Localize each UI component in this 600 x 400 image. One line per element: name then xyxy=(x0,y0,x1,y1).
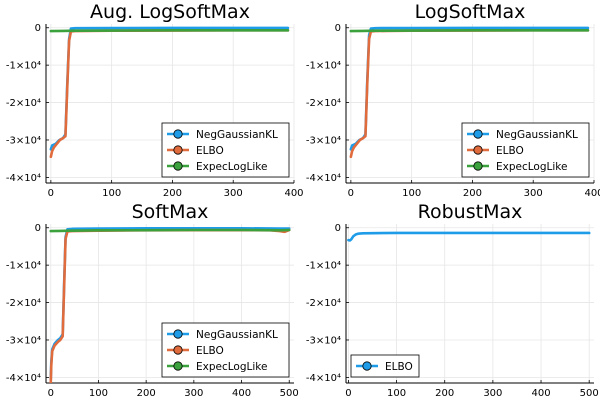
y-tick-label: -1×10⁴ xyxy=(306,261,341,272)
y-tick-label: 0 xyxy=(35,223,41,234)
legend: NegGaussianKL ELBO ExpecLogLike xyxy=(161,122,290,178)
x-tick-label: 500 xyxy=(580,388,599,399)
y-tick-label: -4×10⁴ xyxy=(6,173,41,184)
x-tick-label: 400 xyxy=(584,188,600,199)
y-tick-label: -4×10⁴ xyxy=(6,373,41,384)
series-group xyxy=(349,26,590,159)
x-tick-label: 100 xyxy=(387,388,406,399)
x-tick-label: 400 xyxy=(531,388,550,399)
legend-swatch-marker xyxy=(173,361,183,371)
x-tick-label: 400 xyxy=(284,188,303,199)
x-tick-label: 200 xyxy=(463,188,482,199)
y-tick-label: -1×10⁴ xyxy=(6,61,41,72)
legend: NegGaussianKL ELBO ExpecLogLike xyxy=(461,122,590,178)
x-tick-label: 100 xyxy=(89,388,108,399)
legend-label: ExpecLogLike xyxy=(496,161,567,173)
legend-label: NegGaussianKL xyxy=(196,129,278,141)
legend-swatch-marker xyxy=(473,161,483,171)
subplot-3: 0 100 200 300 400 500 0 -1×10⁴ -2×10⁴ -3×10⁴ -4×10… xyxy=(6,201,299,399)
series-line-ELBO xyxy=(347,231,591,242)
y-tick-label: 0 xyxy=(335,23,341,34)
x-tick-label: 300 xyxy=(524,188,543,199)
series-line-ExpecLogLike xyxy=(349,29,590,33)
subplot-1: 0 100 200 300 400 0 -1×10⁴ -2×10⁴ -3×10⁴ -4×10⁴ Au… xyxy=(6,1,304,199)
series-line-ExpecLogLike xyxy=(49,29,290,33)
subplot-2: 0 100 200 300 400 0 -1×10⁴ -2×10⁴ -3×10⁴ -4×10⁴ Lo… xyxy=(306,1,600,199)
x-tick-label: 200 xyxy=(435,388,454,399)
y-tick-label: 0 xyxy=(335,223,341,234)
legend-swatch-marker xyxy=(173,329,183,339)
series-line-ExpecLogLike xyxy=(49,228,291,233)
legend-label: NegGaussianKL xyxy=(196,329,278,341)
x-tick-label: 0 xyxy=(345,388,351,399)
y-tick-label: -3×10⁴ xyxy=(306,335,341,346)
y-tick-label: -3×10⁴ xyxy=(6,135,41,146)
legend-box xyxy=(350,354,420,378)
legend-swatch-marker xyxy=(173,161,183,171)
legend-swatch-marker xyxy=(473,129,483,139)
x-tick-label: 300 xyxy=(184,388,203,399)
legend-label: NegGaussianKL xyxy=(496,129,578,141)
subplot-4: 0 100 200 300 400 500 0 -1×10⁴ -2×10⁴ -3×10⁴ -4×10… xyxy=(306,201,599,399)
chart-title: SoftMax xyxy=(132,201,209,223)
chart-title: LogSoftMax xyxy=(415,1,526,23)
legend-label: ExpecLogLike xyxy=(196,161,267,173)
x-tick-label: 200 xyxy=(163,188,182,199)
legend-label: ExpecLogLike xyxy=(196,361,267,373)
series-group xyxy=(49,26,290,159)
x-tick-label: 300 xyxy=(483,388,502,399)
y-tick-label: -1×10⁴ xyxy=(6,261,41,272)
x-tick-label: 100 xyxy=(402,188,421,199)
legend-swatch-marker xyxy=(362,361,372,371)
x-tick-label: 300 xyxy=(224,188,243,199)
y-tick-label: -3×10⁴ xyxy=(6,335,41,346)
x-tick-label: 0 xyxy=(48,388,54,399)
series-group xyxy=(347,231,591,242)
y-tick-label: -4×10⁴ xyxy=(306,173,341,184)
y-tick-label: -2×10⁴ xyxy=(306,98,341,109)
legend: ELBO xyxy=(350,354,420,378)
y-tick-label: -3×10⁴ xyxy=(306,135,341,146)
legend-swatch-marker xyxy=(473,145,483,155)
chart-title: RobustMax xyxy=(418,201,523,223)
chart-title: Aug. LogSoftMax xyxy=(90,1,250,23)
y-tick-label: -1×10⁴ xyxy=(306,61,341,72)
y-tick-label: -2×10⁴ xyxy=(306,298,341,309)
legend-swatch-marker xyxy=(173,345,183,355)
x-tick-label: 100 xyxy=(102,188,121,199)
x-tick-label: 200 xyxy=(137,388,156,399)
legend-label: ELBO xyxy=(496,145,524,157)
legend: NegGaussianKL ELBO ExpecLogLike xyxy=(161,322,290,378)
series-group xyxy=(49,227,291,383)
legend-swatch-marker xyxy=(173,129,183,139)
y-tick-label: -2×10⁴ xyxy=(6,298,41,309)
x-tick-label: 0 xyxy=(348,188,354,199)
legend-label: ELBO xyxy=(196,145,224,157)
y-tick-label: 0 xyxy=(35,23,41,34)
legend-label: ELBO xyxy=(385,361,413,373)
y-tick-label: -4×10⁴ xyxy=(306,373,341,384)
x-tick-label: 400 xyxy=(232,388,251,399)
legend-label: ELBO xyxy=(196,345,224,357)
x-tick-label: 0 xyxy=(48,188,54,199)
x-tick-label: 500 xyxy=(280,388,299,399)
y-tick-label: -2×10⁴ xyxy=(6,98,41,109)
legend-swatch-marker xyxy=(173,145,183,155)
